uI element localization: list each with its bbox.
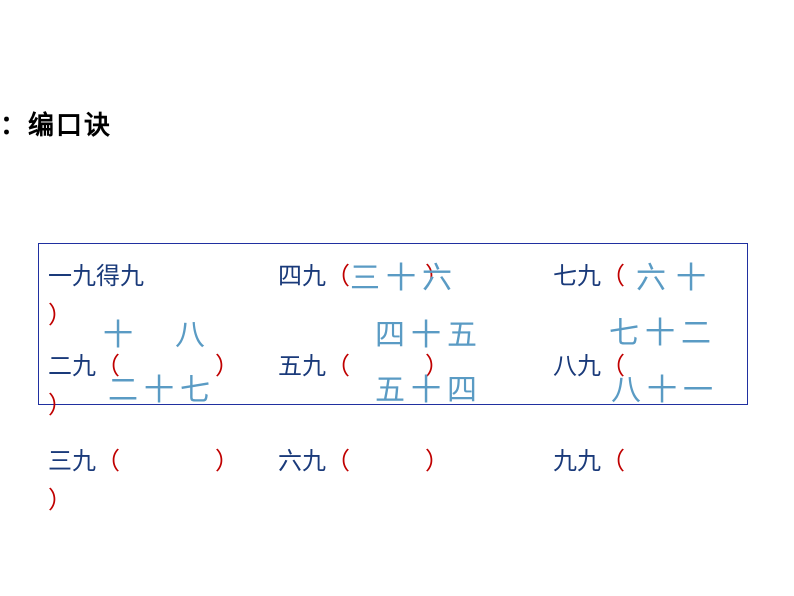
cell-2-2: 五九（ (278, 346, 350, 381)
answer-54: 五十四 (375, 365, 483, 409)
paren-close: ） (48, 385, 72, 420)
cell-text: 三九 (48, 449, 96, 475)
answer-18: 十 八 (103, 310, 211, 354)
cell-text: 八九 (553, 354, 601, 380)
answer-60: 六十 (636, 253, 716, 297)
paren-close: ） (215, 441, 239, 476)
cell-1-3: 七九（ (553, 256, 625, 291)
paren-close: ） (48, 480, 72, 515)
cell-text: 一九得九 (48, 264, 144, 290)
paren-close: ） (215, 346, 239, 381)
cell-text: 二九 (48, 354, 96, 380)
cell-1-1: 一九得九 (48, 256, 144, 291)
cell-1-2: 四九（ (278, 256, 350, 291)
paren-close: ） (425, 441, 449, 476)
paren-open: （ (601, 449, 625, 475)
cell-text: 七九 (553, 264, 601, 290)
cell-text: 四九 (278, 264, 326, 290)
paren-open: （ (326, 354, 350, 380)
answer-45: 四十五 (375, 310, 483, 354)
cell-text: 六九 (278, 449, 326, 475)
page-title: ：编口诀 (0, 105, 112, 142)
paren-open: （ (601, 264, 625, 290)
paren-open: （ (96, 449, 120, 475)
answer-27: 二十七 (108, 365, 216, 409)
paren-open: （ (326, 449, 350, 475)
answer-81: 八十一 (611, 365, 719, 409)
cell-3-3: 九九（ (553, 441, 625, 476)
paren-open: （ (326, 264, 350, 290)
cell-text: 五九 (278, 354, 326, 380)
cell-3-2: 六九（ (278, 441, 350, 476)
answer-72: 七十二 (609, 308, 717, 352)
paren-close: ） (48, 295, 72, 330)
cell-3-1: 三九（ (48, 441, 120, 476)
answer-36: 三十六 (350, 253, 458, 297)
cell-text: 九九 (553, 449, 601, 475)
